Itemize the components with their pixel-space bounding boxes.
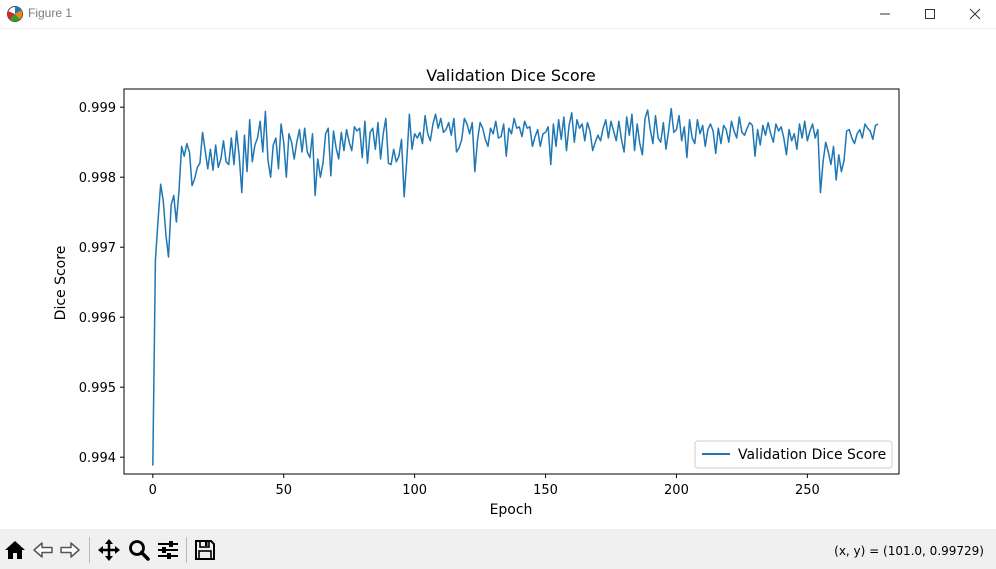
y-tick-label: 0.995 xyxy=(79,381,116,396)
series-line-validation-dice-score xyxy=(152,107,879,466)
forward-icon xyxy=(60,542,80,558)
title-bar: Figure 1 xyxy=(0,0,996,29)
back-button[interactable] xyxy=(30,538,56,562)
pan-button[interactable] xyxy=(96,538,122,562)
x-tick-label: 250 xyxy=(795,483,820,498)
maximize-icon xyxy=(925,9,935,19)
maximize-button[interactable] xyxy=(907,0,953,28)
minimize-icon xyxy=(880,13,890,15)
close-button[interactable] xyxy=(952,0,996,28)
legend-frame xyxy=(694,440,893,469)
minimize-button[interactable] xyxy=(862,0,908,28)
configure-subplots-button[interactable] xyxy=(155,538,181,562)
x-axis: 0 50 100 150 200 250 xyxy=(149,474,820,498)
cursor-coordinates: (x, y) = (101.0, 0.99729) xyxy=(834,544,984,558)
x-axis-label: Epoch xyxy=(490,502,533,518)
legend-label: Validation Dice Score xyxy=(738,447,886,463)
plot-frame xyxy=(123,88,900,475)
x-tick-label: 200 xyxy=(664,483,689,498)
y-tick-label: 0.998 xyxy=(79,171,116,186)
y-tick-label: 0.994 xyxy=(79,451,116,466)
home-button[interactable] xyxy=(2,538,28,562)
y-tick-label: 0.999 xyxy=(79,101,116,116)
plot-area xyxy=(123,88,900,475)
close-icon xyxy=(969,8,981,20)
save-icon xyxy=(195,540,215,560)
back-icon xyxy=(33,542,53,558)
x-tick-label: 150 xyxy=(533,483,558,498)
window-title: Figure 1 xyxy=(28,6,73,20)
chart-title: Validation Dice Score xyxy=(426,66,595,85)
pan-icon xyxy=(98,539,120,561)
x-tick-label: 50 xyxy=(275,483,292,498)
save-button[interactable] xyxy=(192,538,218,562)
y-axis: 0.994 0.995 0.996 0.997 0.998 0.999 xyxy=(79,101,124,466)
zoom-button[interactable] xyxy=(126,538,152,562)
x-tick-label: 100 xyxy=(402,483,427,498)
toolbar-separator xyxy=(186,537,187,563)
figure-canvas[interactable]: Validation Dice Score 0 50 100 150 200 250 0.… xyxy=(0,29,996,528)
home-icon xyxy=(5,541,25,559)
toolbar-separator xyxy=(89,537,90,563)
y-tick-label: 0.996 xyxy=(79,311,116,326)
y-axis-label: Dice Score xyxy=(53,246,69,321)
zoom-icon xyxy=(129,540,150,561)
forward-button[interactable] xyxy=(57,538,83,562)
x-tick-label: 0 xyxy=(149,483,157,498)
configure-subplots-icon xyxy=(158,541,178,559)
matplotlib-icon xyxy=(7,6,23,22)
line-chart: Validation Dice Score 0 50 100 150 200 250 0.… xyxy=(53,66,900,518)
legend: Validation Dice Score xyxy=(694,440,893,469)
navigation-toolbar: (x, y) = (101.0, 0.99729) xyxy=(0,529,996,569)
y-tick-label: 0.997 xyxy=(79,241,116,256)
